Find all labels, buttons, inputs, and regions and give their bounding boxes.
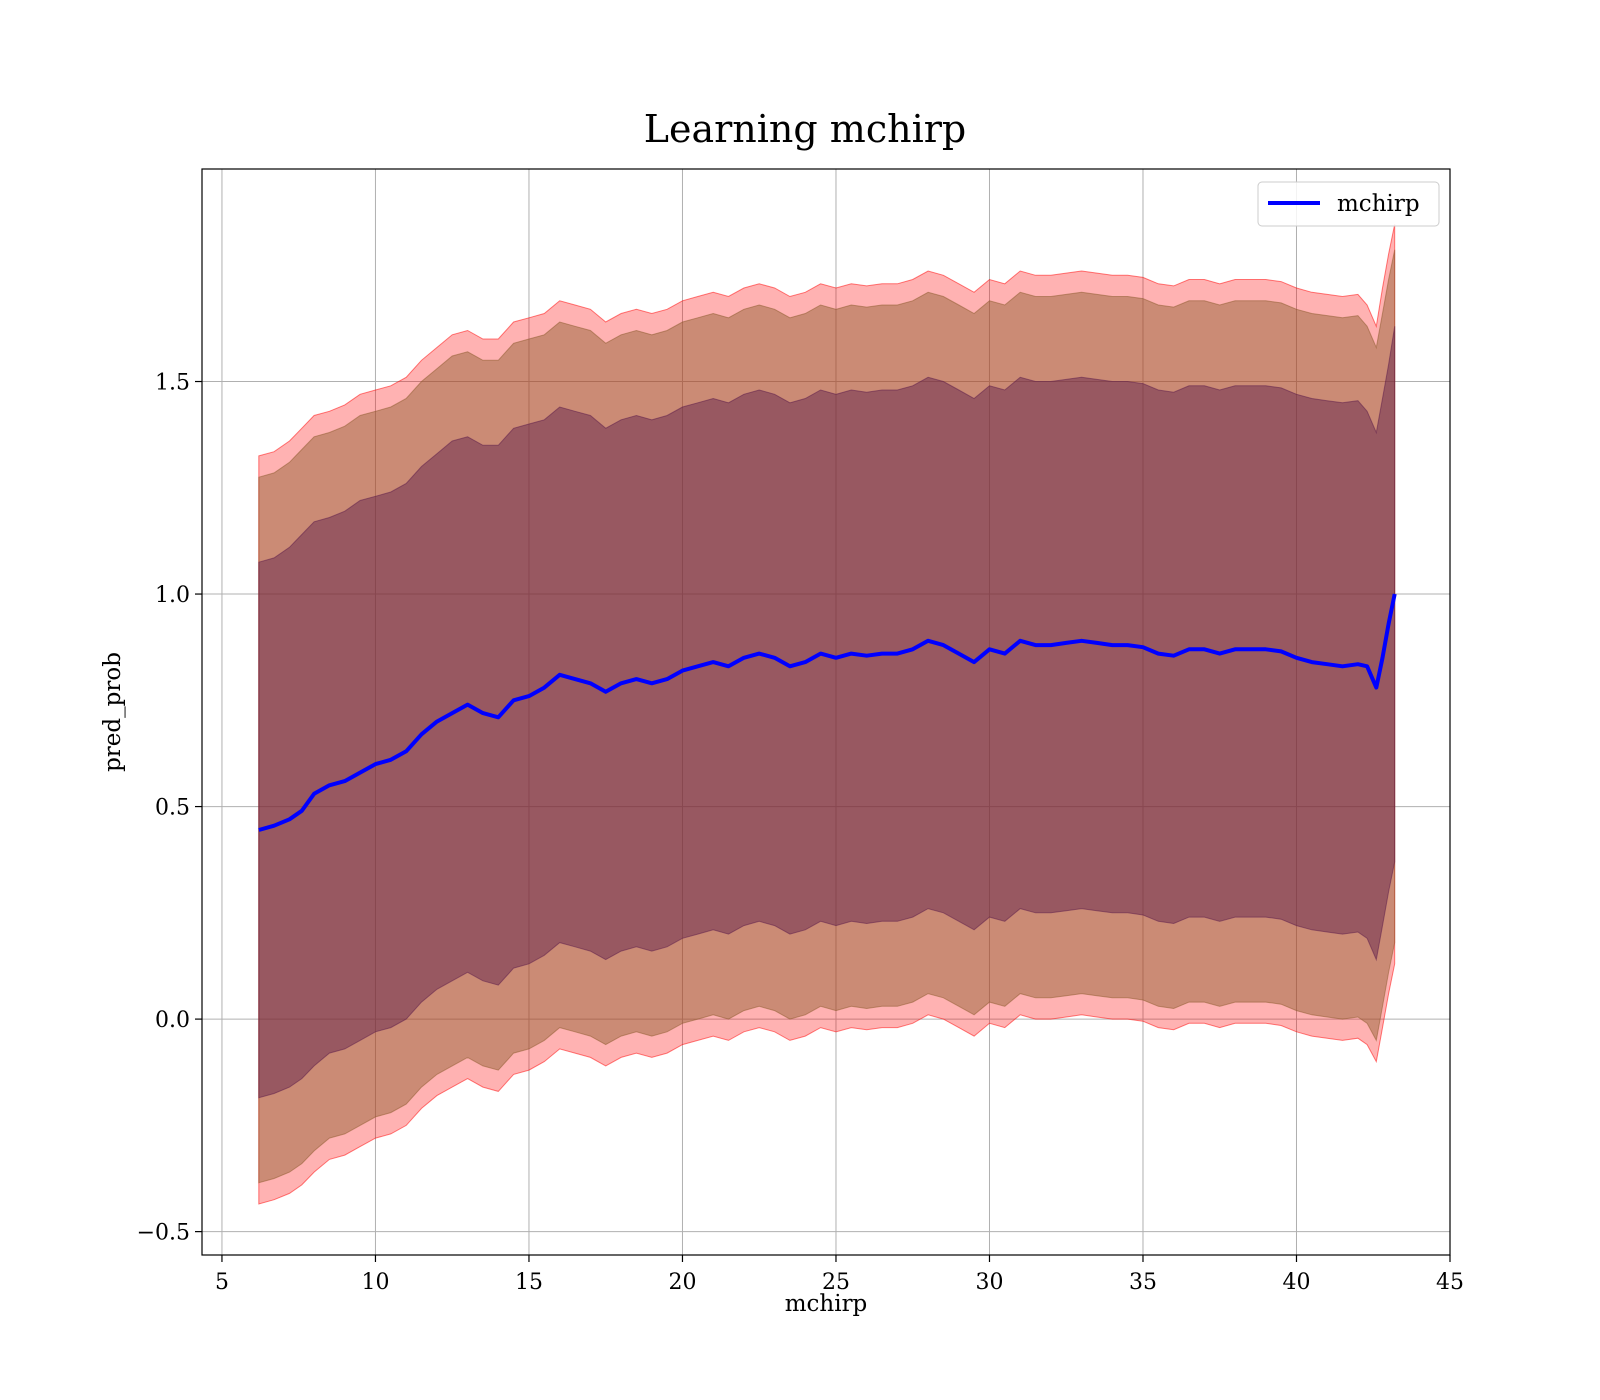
legend-label-mchirp: mchirp — [1337, 191, 1420, 217]
x-tick-label-2: 15 — [515, 1270, 543, 1295]
x-axis-label: mchirp — [785, 1291, 868, 1317]
x-tick-label-6: 35 — [1129, 1270, 1157, 1295]
x-tick-label-5: 30 — [975, 1270, 1003, 1295]
x-tick-label-4: 25 — [822, 1270, 850, 1295]
series-line-0 — [258, 593, 1397, 832]
gridlines — [202, 169, 1451, 1255]
x-tick-label-8: 45 — [1436, 1270, 1464, 1295]
series-lines — [258, 593, 1397, 832]
band-outer — [258, 224, 1396, 1205]
y-axis-label: pred_prob — [100, 652, 126, 772]
x-tick-label-0: 5 — [215, 1270, 229, 1295]
band-middle — [258, 249, 1396, 1184]
y-tick-label-4: 1.5 — [155, 371, 190, 396]
plot-frame — [201, 168, 1451, 1256]
confidence-bands — [258, 224, 1396, 1205]
y-tick-label-0: −0.5 — [137, 1221, 190, 1246]
y-tick-label-3: 1.0 — [155, 583, 190, 608]
chart-title: Learning mchirp — [644, 107, 966, 151]
x-axis-ticks: 5 10 15 20 25 30 35 40 45 — [215, 1255, 1464, 1295]
y-axis-ticks: −0.5 0.0 0.5 1.0 1.5 — [137, 371, 202, 1246]
x-tick-label-7: 40 — [1282, 1270, 1310, 1295]
x-tick-label-1: 10 — [361, 1270, 389, 1295]
legend-box — [1257, 181, 1440, 227]
x-tick-label-3: 20 — [668, 1270, 696, 1295]
y-tick-label-1: 0.0 — [155, 1008, 190, 1033]
legend: mchirp — [1257, 181, 1440, 227]
y-tick-label-2: 0.5 — [155, 796, 190, 821]
band-inner — [258, 326, 1396, 1099]
